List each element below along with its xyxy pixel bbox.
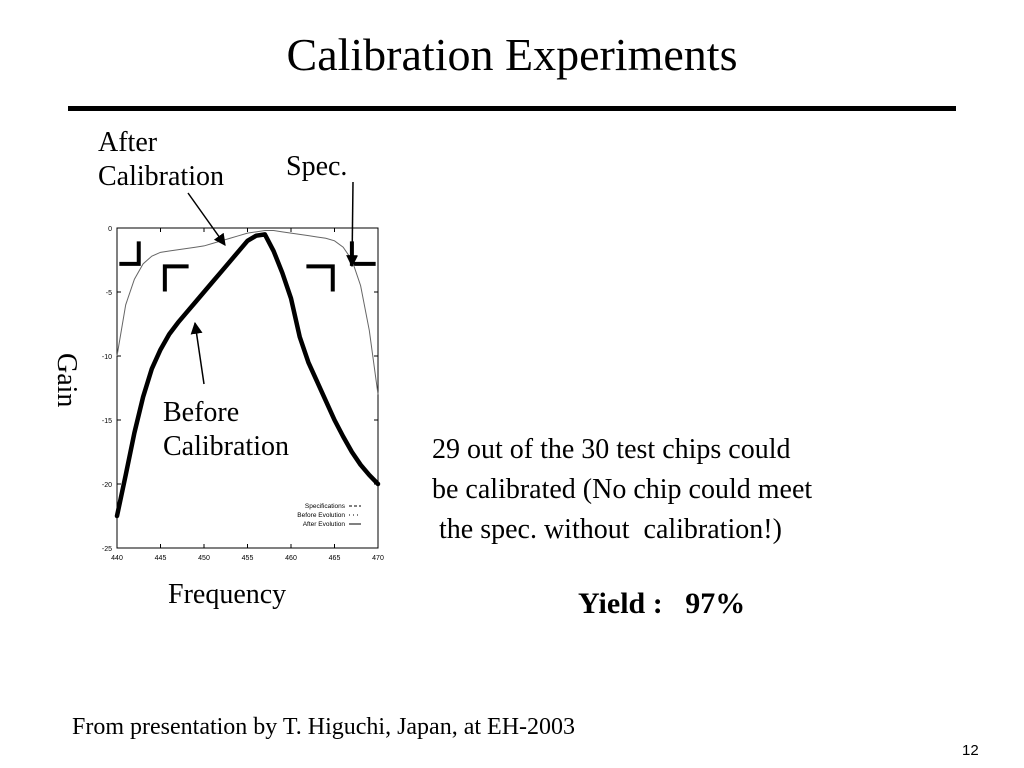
y-tick-label: -5 xyxy=(106,290,112,297)
spec-label: Spec. xyxy=(286,151,348,182)
x-tick-label: 445 xyxy=(155,555,167,562)
plot-frame xyxy=(116,227,379,549)
page-number: 12 xyxy=(962,742,979,759)
before-calibration-line2: Calibration xyxy=(163,431,289,462)
x-axis-label: Frequency xyxy=(168,579,287,610)
series-before-evolution-line xyxy=(114,232,381,519)
x-tick-label: 455 xyxy=(242,555,254,562)
x-tick-label: 450 xyxy=(198,555,210,562)
y-tick-label: -15 xyxy=(102,418,112,425)
calibration-summary-text: 29 out of the 30 test chips could be cal… xyxy=(432,434,813,545)
before-calibration-line1: Before xyxy=(163,397,240,428)
spec-arrow xyxy=(346,181,359,268)
title-divider xyxy=(68,106,956,111)
y-tick-label: -10 xyxy=(102,354,112,361)
legend-entry-label: After Evolution xyxy=(303,521,346,528)
slide-title: Calibration Experiments xyxy=(286,29,738,80)
series-after-evolution-line xyxy=(116,230,379,395)
x-tick-label: 465 xyxy=(329,555,341,562)
series-specifications-bracket xyxy=(119,241,141,266)
series-specifications-bracket xyxy=(162,264,189,292)
x-tick-label: 460 xyxy=(285,555,297,562)
after-calibration-label: After Calibration xyxy=(98,126,224,194)
legend-entry-label: Specifications xyxy=(305,503,346,510)
legend-entry-label: Before Evolution xyxy=(297,512,345,519)
before-calibration-arrow xyxy=(190,321,205,385)
after-calibration-arrow xyxy=(187,192,226,246)
before-calibration-label: Before Calibration xyxy=(163,396,289,464)
x-tick-label: 440 xyxy=(111,555,123,562)
legend: Specifications Before Evolution After Evol… xyxy=(297,503,361,528)
y-tick-label: 0 xyxy=(108,226,112,233)
after-calibration-line2: Calibration xyxy=(98,161,224,192)
source-footnote: From presentation by T. Higuchi, Japan, … xyxy=(72,714,576,740)
y-tick-label: -20 xyxy=(102,482,112,489)
after-calibration-line1: After xyxy=(98,127,158,158)
x-tick-label: 470 xyxy=(372,555,384,562)
y-tick-label: -25 xyxy=(102,546,112,553)
series-specifications-bracket xyxy=(306,264,335,292)
series-specifications-bracket xyxy=(349,241,376,266)
yield-text: Yield : 97% xyxy=(578,587,746,620)
